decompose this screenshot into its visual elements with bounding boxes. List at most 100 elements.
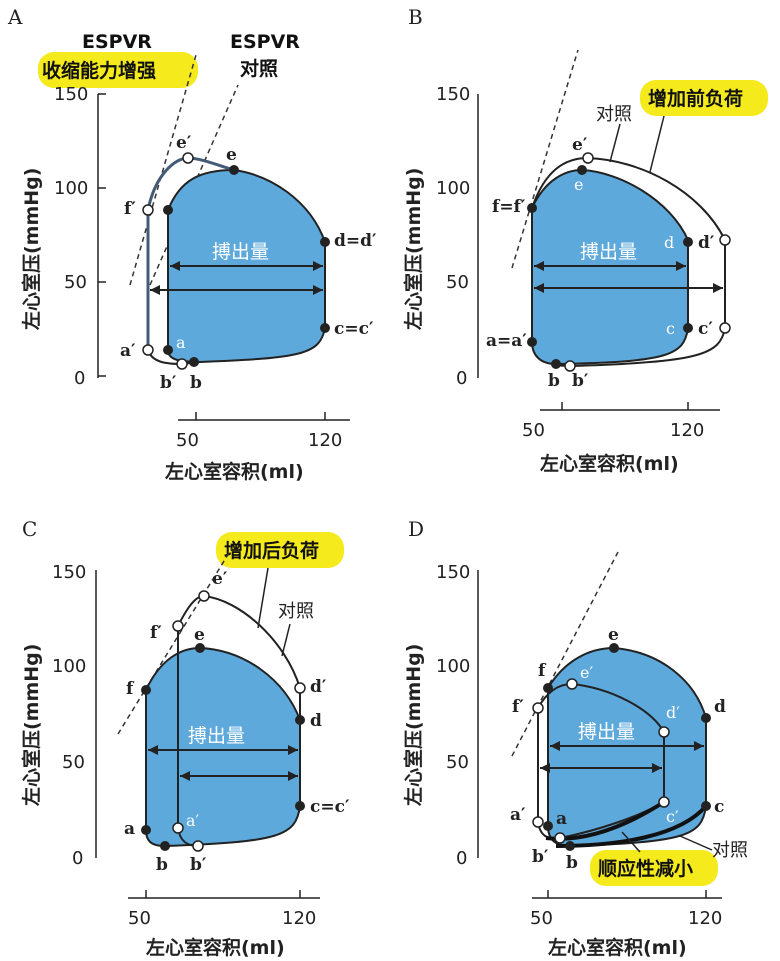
panel-b-label-b-prime: b′: [572, 371, 589, 391]
panel-c-xtick-50: 50: [128, 908, 151, 929]
panel-b-point-a: [527, 337, 537, 347]
panel-d-label-c: c: [714, 797, 724, 817]
panel-b-label-f: f=f′: [492, 197, 526, 217]
panel-c-xlabel: 左心室容积(ml): [146, 936, 285, 959]
panel-b-point-b: [551, 359, 561, 369]
panel-c-control-label: 对照: [278, 601, 314, 622]
panel-a-ytick-150: 150: [54, 84, 88, 105]
panel-d: D 150 100 50 0 50 120 左心室容积(ml) 左心室压(mmH…: [402, 517, 748, 959]
panel-d-label-d: d: [714, 697, 726, 717]
panel-d-point-d: [701, 713, 711, 723]
panel-b-point-e: [577, 165, 587, 175]
panel-d-point-f: [543, 683, 553, 693]
panel-a-ytick-50: 50: [64, 272, 87, 293]
panel-b-point-c-prime: [719, 322, 731, 334]
panel-d-point-b: [565, 841, 575, 851]
panel-d-arrowhead-2: [694, 741, 704, 751]
panel-a-arrowhead-1: [170, 261, 180, 271]
panel-a-label-d: d=d′: [334, 231, 377, 251]
panel-a-espvr-enhanced-label: 收缩能力增强: [42, 59, 156, 82]
panel-d-letter: D: [408, 517, 424, 541]
panel-c-point-b-prime: [192, 840, 204, 852]
panel-d-point-e: [609, 643, 619, 653]
panel-d-highlight: [590, 850, 718, 886]
panel-b: B 增加前负荷 对照 150 100 50 0 50 120 左心室容积(ml)…: [402, 5, 768, 475]
panel-b-control-pointer: [609, 123, 621, 163]
panel-c-label-b: b: [156, 855, 168, 875]
panel-c-point-f: [141, 685, 151, 695]
panel-d-xtick-120: 120: [688, 908, 722, 929]
panel-c-control-pointer: [281, 623, 291, 657]
panel-c-label-d-prime: d′: [310, 677, 327, 697]
panel-c-label-d: d: [310, 711, 322, 731]
panel-a-point-a: [163, 345, 173, 355]
panel-b-point-d: [683, 237, 693, 247]
panel-c-point-c: [295, 801, 305, 811]
panel-c-point-e: [195, 643, 205, 653]
panel-d-point-c-prime: [658, 796, 670, 808]
panel-b-stroke-volume-label: 搏出量: [580, 241, 637, 263]
panel-b-label-b: b: [548, 371, 560, 391]
panel-c-arrowhead-4: [288, 771, 298, 781]
panel-b-ytick-100: 100: [436, 178, 470, 199]
panel-c-label-e: e: [194, 625, 205, 645]
panel-c-point-a: [141, 825, 151, 835]
panel-d-label-d-prime: d′: [666, 703, 680, 722]
panel-b-point-d-prime: [719, 234, 731, 246]
panel-a-label-b-prime: b′: [160, 373, 177, 393]
panel-b-point-e-prime: [582, 152, 594, 164]
panel-a-label-e: e: [226, 145, 237, 165]
panel-d-espvr-line: [511, 551, 619, 757]
panel-a-label-b: b: [190, 373, 202, 393]
panel-a-point-b-prime: [176, 358, 188, 370]
panel-d-compliance-pointer: [621, 831, 641, 853]
panel-a-label-c: c=c′: [334, 319, 374, 339]
panel-c-ytick-100: 100: [52, 656, 86, 677]
panel-a-ylabel: 左心室压(mmHg): [20, 168, 43, 330]
panel-d-arrowhead-3: [540, 763, 550, 773]
panel-a-label-f-prime: f′: [124, 199, 136, 219]
panel-c-ytick-50: 50: [62, 752, 85, 773]
panel-a-espvr-control-title: ESPVR: [230, 31, 300, 53]
panel-b-preload-label: 增加前负荷: [648, 87, 743, 110]
panel-c-espvr-line: [117, 547, 233, 735]
panel-a-point-d: [320, 237, 330, 247]
panel-a-ytick-100: 100: [54, 178, 88, 199]
panel-d-label-a: a: [556, 809, 567, 829]
panel-c-afterload-label: 增加后负荷: [224, 539, 319, 562]
panel-d-label-c-prime: c′: [666, 807, 679, 826]
panel-d-ytick-50: 50: [446, 752, 469, 773]
panel-d-arrowhead-4: [652, 763, 662, 773]
panel-d-label-f-prime: f′: [512, 697, 524, 717]
panel-a-xtick-50: 50: [176, 430, 199, 451]
panel-b-point-c: [683, 323, 693, 333]
panel-a-espvr-enhanced-line: [129, 54, 197, 286]
panel-b-label-d-prime: d′: [698, 233, 715, 253]
panel-b-arrowhead-1: [534, 261, 544, 271]
panel-c-label-a-prime: a′: [186, 811, 200, 830]
panel-d-point-a: [543, 821, 553, 831]
panel-c-point-e-prime: [198, 590, 210, 602]
panel-d-ytick-0: 0: [456, 848, 467, 869]
panel-b-label-a: a=a′: [486, 331, 527, 351]
panel-b-preload-pointer: [649, 115, 665, 173]
panel-d-ytick-150: 150: [436, 562, 470, 583]
panel-b-label-e-prime: e′: [572, 135, 588, 155]
panel-d-ylabel: 左心室压(mmHg): [402, 644, 425, 806]
panel-d-label-e-prime: e′: [580, 663, 593, 682]
panel-a-ytick-0: 0: [74, 368, 85, 389]
panel-a-label-e-prime: e′: [176, 133, 192, 153]
panel-a-highlight: [38, 52, 198, 88]
panel-d-label-a-prime: a′: [510, 805, 526, 825]
panel-c-ytick-150: 150: [52, 562, 86, 583]
panel-c-ylabel: 左心室压(mmHg): [20, 644, 43, 806]
panel-b-xlabel: 左心室容积(ml): [540, 452, 679, 475]
panel-d-label-e: e: [608, 625, 619, 645]
panel-c-control-loop: [145, 646, 301, 848]
panel-d-label-b: b: [566, 853, 578, 873]
panel-c-arrowhead-1: [148, 745, 158, 755]
panel-d-point-c: [701, 801, 711, 811]
panel-d-point-b-prime: [554, 832, 566, 844]
panel-b-espvr-line: [511, 49, 579, 269]
panel-d-compliance-label: 顺应性减小: [598, 857, 693, 880]
